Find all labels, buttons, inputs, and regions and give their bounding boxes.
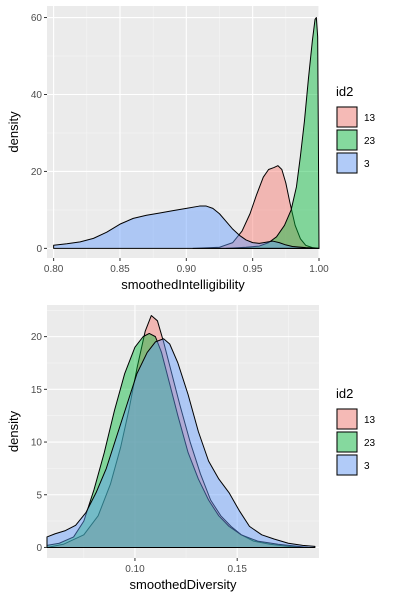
y-tick-label: 20 [31,332,43,343]
legend-swatch-3 [336,152,358,174]
x-tick-label: 0.95 [243,264,263,275]
panel-background [47,6,319,258]
legend-key-background [336,129,358,151]
legend-swatch-23 [336,129,358,151]
x-tick-label: 0.80 [44,264,64,275]
density-area-23 [46,332,310,548]
density-area-13 [192,165,320,249]
legend: id2 13 23 3 [336,386,376,476]
legend-title: id2 [336,84,353,99]
density-area-3 [53,205,320,249]
legend-swatch-13 [336,408,358,430]
legend-swatch-3 [336,454,358,476]
x-tick-label: 0.90 [177,264,197,275]
y-tick-label: 0 [36,244,42,255]
y-tick-label: 5 [36,490,42,501]
y-axis-title: density [6,410,21,452]
chart-top: 0.80 0.85 0.90 0.95 1.00 0 20 40 60 smoothedIntel… [6,6,376,292]
y-tick-label: 0 [36,543,42,554]
legend-swatch-23 [336,431,358,453]
panel-background [47,305,319,558]
legend-key-background [336,152,358,174]
chart-bottom: 0.10 0.15 0 5 10 15 20 smoothedDiversity density… [6,305,376,592]
y-tick-label: 40 [31,90,43,101]
legend-key-background [336,408,358,430]
x-tick-label: 0.85 [110,264,130,275]
legend-label-13: 13 [364,415,376,426]
legend-key-background [336,431,358,453]
legend-key-background [336,106,358,128]
legend-label-23: 23 [364,438,376,449]
density-area-13 [46,315,310,548]
density-area-3 [46,338,316,548]
legend-title: id2 [336,386,353,401]
legend-swatch-13 [336,106,358,128]
y-tick-label: 15 [31,385,43,396]
legend: id2 13 23 3 [336,84,376,174]
x-tick-label: 1.00 [309,264,329,275]
x-tick-label: 0.10 [125,564,145,575]
x-axis-title: smoothedIntelligibility [121,277,245,292]
density-area-23 [225,17,320,249]
legend-key-background [336,454,358,476]
y-tick-label: 20 [31,167,43,178]
x-axis-title: smoothedDiversity [130,577,237,592]
y-tick-label: 60 [31,13,43,24]
legend-label-3: 3 [364,159,370,170]
y-tick-label: 10 [31,438,43,449]
y-axis-title: density [6,111,21,153]
legend-label-13: 13 [364,113,376,124]
legend-label-3: 3 [364,461,370,472]
x-tick-label: 0.15 [227,564,247,575]
legend-label-23: 23 [364,136,376,147]
